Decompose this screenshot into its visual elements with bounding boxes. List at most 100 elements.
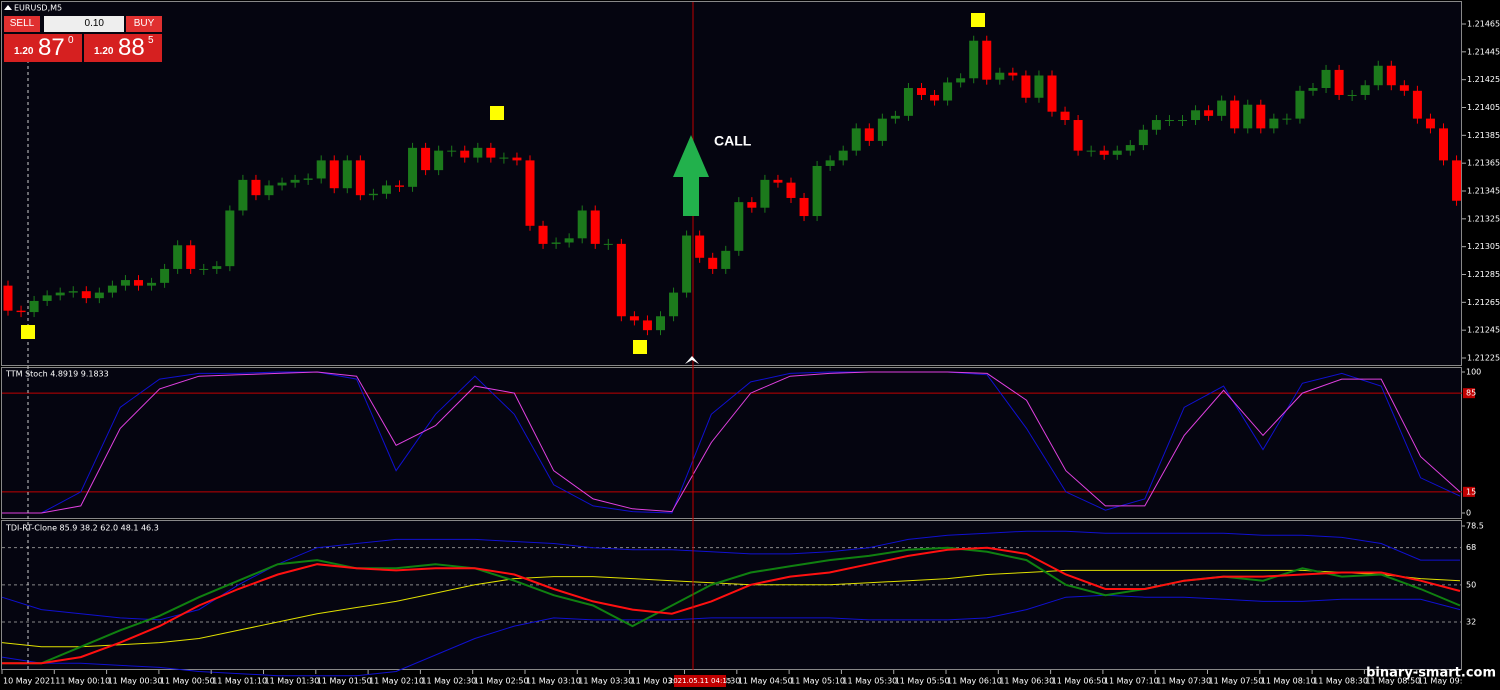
tdi-pane xyxy=(1,520,1462,670)
signal-marker xyxy=(633,340,647,354)
candle xyxy=(799,197,809,217)
candle xyxy=(134,280,143,286)
x-tick-label: 11 May 06:30 xyxy=(999,677,1054,686)
candle xyxy=(147,282,157,286)
call-label: CALL xyxy=(714,133,752,149)
candle xyxy=(434,150,444,171)
candle xyxy=(1373,65,1383,86)
sell-price-sup: 0 xyxy=(68,35,74,46)
y-tick-label: 1.21325 xyxy=(1467,214,1500,223)
candle xyxy=(42,295,52,301)
candle xyxy=(1151,120,1161,130)
y-tick-label: 68 xyxy=(1466,543,1476,552)
symbol: EURUSD,M5 xyxy=(14,4,62,13)
buy-price-sup: 5 xyxy=(148,35,154,46)
candle xyxy=(290,179,300,183)
candle xyxy=(1425,118,1435,129)
candle xyxy=(107,285,117,293)
y-tick-label: 1.21425 xyxy=(1467,75,1500,84)
x-tick-label: 11 May 08:10 xyxy=(1261,677,1316,686)
x-tick-label: 11 May 03:10 xyxy=(526,677,581,686)
stoch-pane xyxy=(1,367,1462,519)
candle xyxy=(1021,75,1031,98)
x-tick-label: 10 May 2021 xyxy=(3,677,55,686)
cursor-time-box xyxy=(674,675,726,687)
candle xyxy=(1321,69,1331,89)
candle xyxy=(877,118,887,141)
y-tick-label: 1.21345 xyxy=(1467,187,1500,196)
y-tick-label: 1.21265 xyxy=(1467,298,1500,307)
candle xyxy=(773,179,783,183)
x-tick-label: 11 May 08:50 xyxy=(1365,677,1420,686)
tdi-red xyxy=(2,546,1461,665)
x-tick-label: 11 May 05:10 xyxy=(790,677,845,686)
stoch-k xyxy=(2,371,1461,514)
candle xyxy=(395,185,404,187)
candle xyxy=(16,310,26,313)
x-tick-label: 11 May 06:10 xyxy=(947,677,1002,686)
candle xyxy=(1086,150,1096,152)
candle xyxy=(251,179,261,196)
y-tick-label: 1.21445 xyxy=(1467,47,1500,56)
y-tick-label: 32 xyxy=(1466,618,1476,627)
candle xyxy=(212,266,222,269)
candle xyxy=(708,257,718,269)
buy-price[interactable]: 1.20 88 5 xyxy=(84,34,162,62)
y-tick-label: 100 xyxy=(1466,368,1481,377)
candle xyxy=(1412,90,1422,119)
level-box xyxy=(1463,486,1475,497)
candle xyxy=(447,150,457,152)
candle xyxy=(695,235,705,258)
sell-button[interactable]: SELL xyxy=(4,16,40,32)
call-arrow xyxy=(673,135,709,216)
candle xyxy=(1308,88,1318,91)
candle xyxy=(1399,85,1409,91)
buy-button[interactable]: BUY xyxy=(126,16,162,32)
candle xyxy=(917,88,926,95)
candle xyxy=(590,210,600,244)
y-tick-label: 1.21285 xyxy=(1467,270,1500,279)
collapse-icon xyxy=(4,5,12,10)
candle xyxy=(473,147,483,158)
x-tick-label: 11 May 02:10 xyxy=(369,677,424,686)
candle xyxy=(486,147,496,158)
candle xyxy=(642,320,652,331)
y-tick-label: 85 xyxy=(1466,389,1476,398)
lot-input[interactable]: 0.10 xyxy=(44,16,124,32)
x-tick-label: 11 May 01:50 xyxy=(317,677,372,686)
candle xyxy=(786,182,796,198)
candle xyxy=(3,285,13,311)
candle xyxy=(930,94,940,101)
candle xyxy=(1256,104,1266,129)
x-tick-label: 11 May 06:50 xyxy=(1052,677,1107,686)
x-tick-label: 11 May 00:30 xyxy=(108,677,163,686)
signal-marker xyxy=(971,13,985,27)
candle xyxy=(577,210,587,239)
candle xyxy=(316,160,326,179)
candle xyxy=(1073,120,1083,151)
candle xyxy=(225,210,235,267)
candle xyxy=(1360,85,1370,95)
sell-price[interactable]: 1.20 87 0 xyxy=(4,34,82,62)
candle xyxy=(1204,110,1214,116)
x-tick-label: 11 May 00:10 xyxy=(55,677,110,686)
signal-marker xyxy=(21,325,35,339)
candle xyxy=(838,150,848,161)
candle xyxy=(55,292,65,296)
tdi-yellow xyxy=(1,569,1461,648)
arrow-marker xyxy=(685,356,699,364)
candle xyxy=(890,115,900,119)
candle xyxy=(303,178,313,180)
candle xyxy=(81,291,91,299)
candle xyxy=(956,78,966,83)
candle xyxy=(94,292,104,299)
y-tick-label: 50 xyxy=(1466,580,1476,589)
candle xyxy=(120,280,130,286)
candle xyxy=(68,291,78,293)
candle xyxy=(669,292,679,317)
buy-price-main: 88 xyxy=(118,34,145,61)
candle xyxy=(460,150,470,158)
candle xyxy=(1243,104,1253,129)
